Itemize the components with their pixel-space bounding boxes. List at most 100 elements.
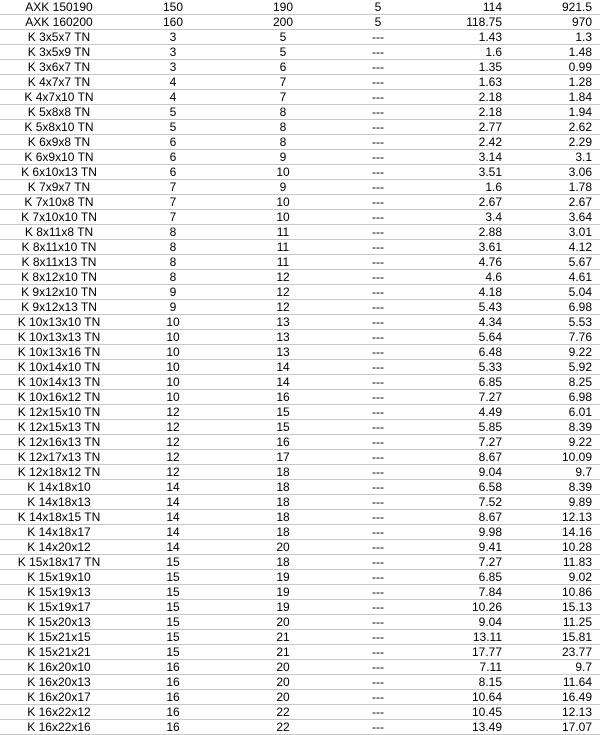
cell-col3: --- [338,630,418,645]
table-row: K 9x12x10 TN912---4.185.04 [0,285,600,300]
cell-col4: 2.18 [418,90,510,105]
cell-col2: 18 [228,525,338,540]
cell-col5: 8.25 [510,375,600,390]
table-row: K 5x8x10 TN58---2.772.62 [0,120,600,135]
table-row: K 15x20x131520---9.0411.25 [0,615,600,630]
cell-col5: 4.12 [510,240,600,255]
cell-col3: --- [338,315,418,330]
cell-col5: 1.78 [510,180,600,195]
cell-col3: --- [338,720,418,735]
table-row: K 7x10x8 TN710---2.672.67 [0,195,600,210]
cell-col0: K 12x16x13 TN [0,435,118,450]
table-row: K 10x16x12 TN1016---7.276.98 [0,390,600,405]
cell-col4: 7.52 [418,495,510,510]
cell-col1: 14 [118,525,228,540]
cell-col4: 2.88 [418,225,510,240]
cell-col5: 3.06 [510,165,600,180]
table-row: K 14x18x15 TN1418---8.6712.13 [0,510,600,525]
table-row: K 3x6x7 TN36---1.350.99 [0,60,600,75]
cell-col4: 1.6 [418,45,510,60]
cell-col2: 22 [228,720,338,735]
cell-col0: K 16x20x10 [0,660,118,675]
cell-col1: 15 [118,615,228,630]
cell-col5: 12.13 [510,705,600,720]
cell-col3: --- [338,540,418,555]
cell-col0: K 15x21x21 [0,645,118,660]
cell-col3: --- [338,210,418,225]
cell-col0: K 3x6x7 TN [0,60,118,75]
cell-col2: 10 [228,195,338,210]
cell-col0: K 12x15x10 TN [0,405,118,420]
cell-col3: --- [338,615,418,630]
cell-col0: K 7x10x10 TN [0,210,118,225]
cell-col0: K 16x20x13 [0,675,118,690]
spec-table: AXK 1501901501905114921.5AXK 16020016020… [0,0,600,735]
table-row: K 7x9x7 TN79---1.61.78 [0,180,600,195]
cell-col5: 5.53 [510,315,600,330]
cell-col4: 3.4 [418,210,510,225]
cell-col2: 7 [228,75,338,90]
cell-col4: 8.67 [418,450,510,465]
cell-col4: 2.77 [418,120,510,135]
cell-col1: 16 [118,720,228,735]
cell-col1: 12 [118,435,228,450]
cell-col2: 20 [228,690,338,705]
cell-col3: --- [338,45,418,60]
cell-col0: K 14x18x10 [0,480,118,495]
cell-col1: 150 [118,0,228,15]
cell-col0: K 12x17x13 TN [0,450,118,465]
cell-col0: AXK 160200 [0,15,118,30]
cell-col3: --- [338,255,418,270]
cell-col1: 6 [118,135,228,150]
table-row: K 6x10x13 TN610---3.513.06 [0,165,600,180]
cell-col2: 8 [228,105,338,120]
cell-col5: 7.76 [510,330,600,345]
cell-col5: 1.48 [510,45,600,60]
table-row: K 14x20x121420---9.4110.28 [0,540,600,555]
cell-col0: K 6x9x8 TN [0,135,118,150]
cell-col5: 14.16 [510,525,600,540]
cell-col0: K 14x18x15 TN [0,510,118,525]
cell-col2: 16 [228,435,338,450]
cell-col2: 19 [228,570,338,585]
cell-col1: 3 [118,30,228,45]
cell-col0: K 14x20x12 [0,540,118,555]
cell-col3: --- [338,645,418,660]
cell-col4: 1.35 [418,60,510,75]
cell-col0: K 10x13x13 TN [0,330,118,345]
cell-col3: --- [338,390,418,405]
cell-col2: 9 [228,150,338,165]
cell-col5: 8.39 [510,480,600,495]
cell-col0: K 12x15x13 TN [0,420,118,435]
table-row: K 16x22x121622---10.4512.13 [0,705,600,720]
cell-col2: 13 [228,315,338,330]
cell-col3: --- [338,450,418,465]
cell-col0: K 8x11x10 TN [0,240,118,255]
cell-col0: K 8x12x10 TN [0,270,118,285]
cell-col5: 10.86 [510,585,600,600]
cell-col3: --- [338,360,418,375]
cell-col3: --- [338,165,418,180]
cell-col5: 1.3 [510,30,600,45]
cell-col3: --- [338,180,418,195]
cell-col2: 12 [228,270,338,285]
cell-col1: 15 [118,570,228,585]
cell-col3: --- [338,105,418,120]
table-row: K 6x9x10 TN69---3.143.1 [0,150,600,165]
cell-col2: 12 [228,285,338,300]
cell-col3: --- [338,495,418,510]
cell-col2: 6 [228,60,338,75]
cell-col1: 3 [118,60,228,75]
cell-col4: 6.48 [418,345,510,360]
cell-col5: 11.83 [510,555,600,570]
cell-col3: --- [338,270,418,285]
cell-col2: 7 [228,90,338,105]
table-row: K 10x13x16 TN1013---6.489.22 [0,345,600,360]
cell-col0: K 10x14x10 TN [0,360,118,375]
cell-col0: K 10x13x16 TN [0,345,118,360]
cell-col2: 10 [228,210,338,225]
cell-col2: 19 [228,600,338,615]
cell-col2: 18 [228,510,338,525]
cell-col1: 4 [118,90,228,105]
cell-col4: 8.15 [418,675,510,690]
